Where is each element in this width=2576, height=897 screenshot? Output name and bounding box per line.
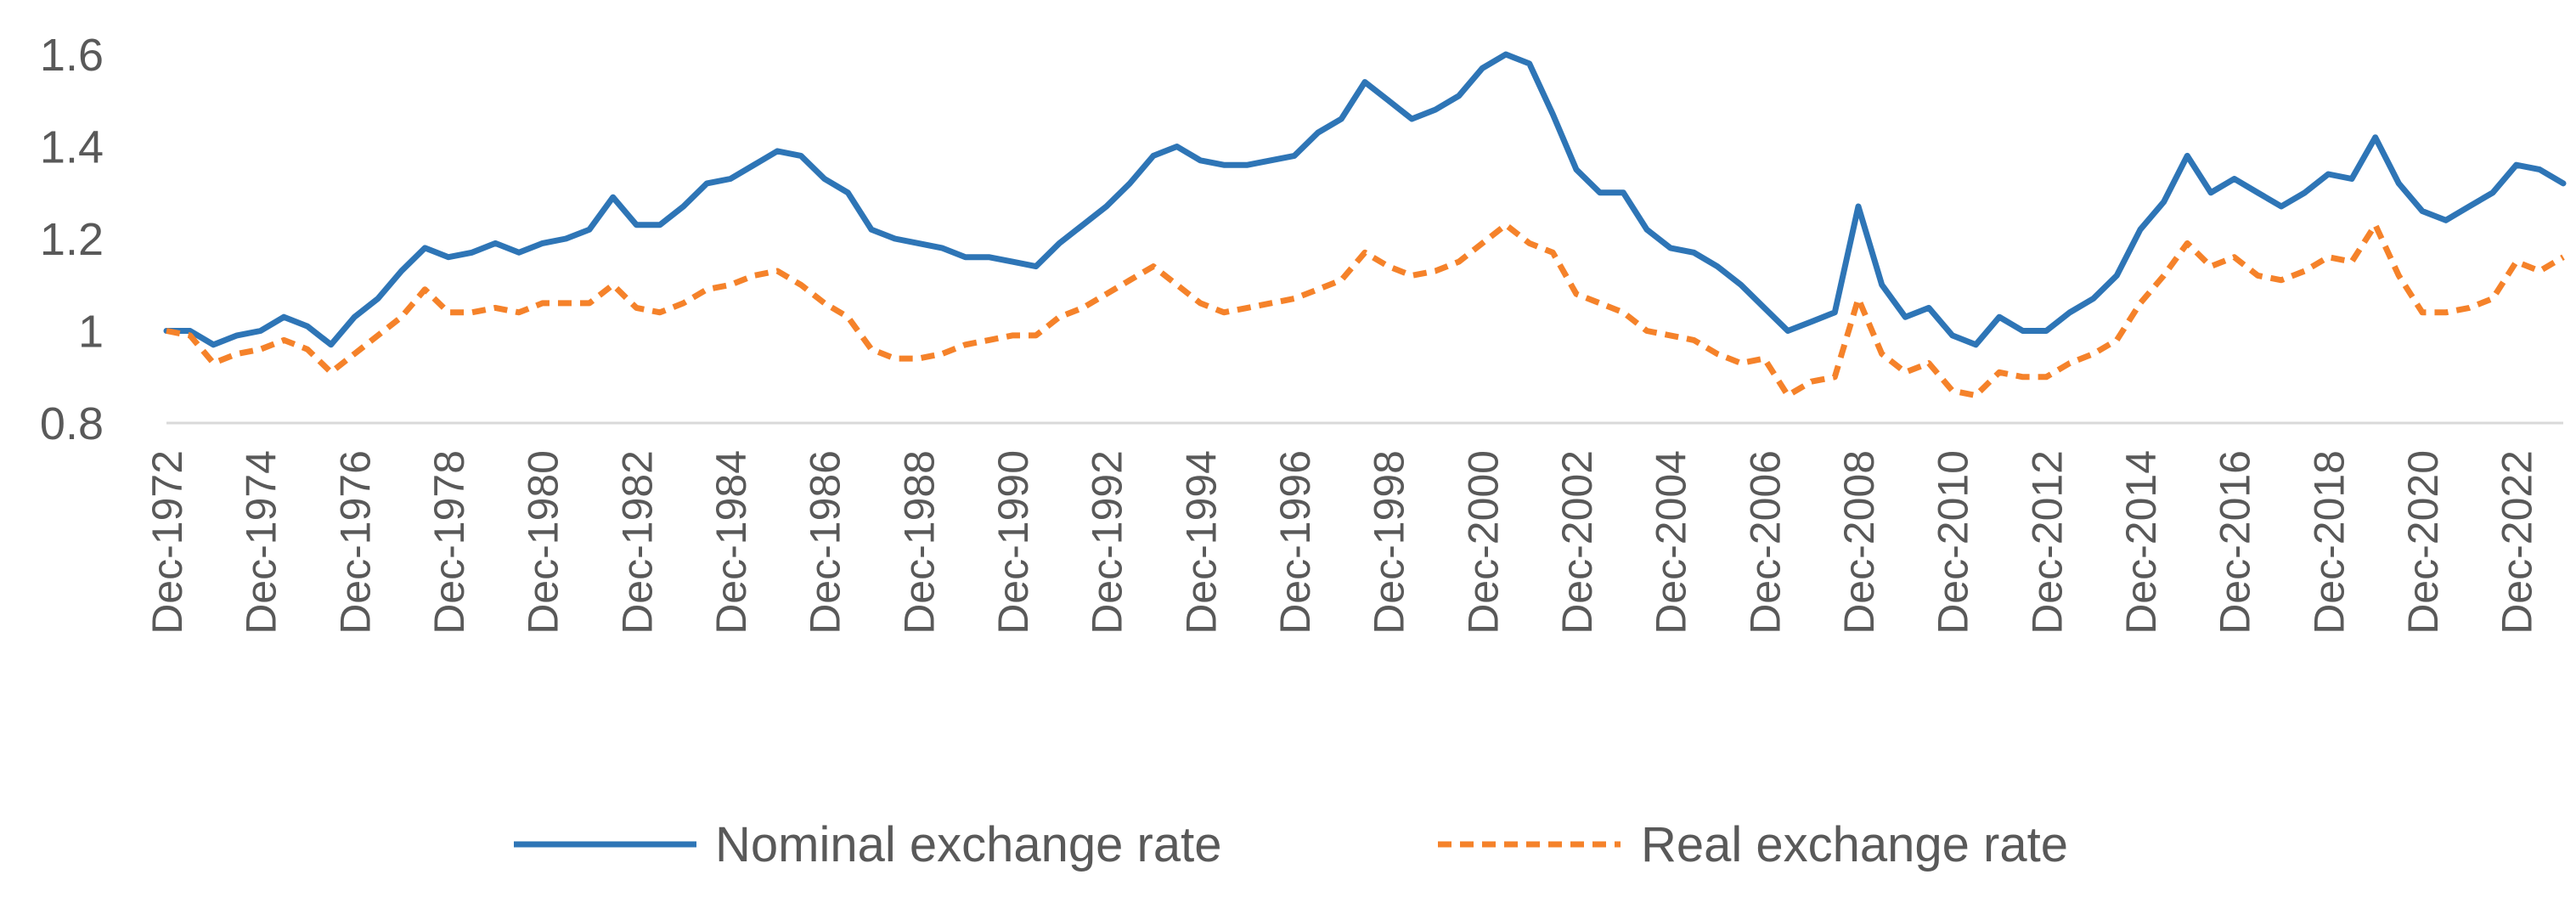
x-tick-label: Dec-1988 <box>895 450 943 635</box>
x-tick-label: Dec-1986 <box>802 450 849 635</box>
y-tick-label: 1.2 <box>40 214 104 265</box>
plot-area <box>163 51 2567 398</box>
x-tick-label: Dec-1974 <box>238 450 285 635</box>
x-tick-label: Dec-2018 <box>2305 450 2353 635</box>
x-tick-label: Dec-1992 <box>1084 450 1131 635</box>
y-tick-label: 0.8 <box>40 398 104 449</box>
x-tick-label: Dec-1982 <box>613 450 661 635</box>
x-tick-label: Dec-2002 <box>1553 450 1601 635</box>
x-tick-label: Dec-1996 <box>1271 450 1319 635</box>
x-tick-label: Dec-2016 <box>2212 450 2259 635</box>
series-line <box>163 51 2567 348</box>
x-tick-label: Dec-1990 <box>989 450 1037 635</box>
x-tick-label: Dec-1978 <box>426 450 473 635</box>
x-tick-label: Dec-2022 <box>2494 450 2541 635</box>
legend: Nominal exchange rate Real exchange rate <box>514 817 2068 872</box>
x-tick-label: Dec-2012 <box>2023 450 2071 635</box>
x-axis-ticks: Dec-1972 Dec-1974 Dec-1976 Dec-1978 Dec-1980… <box>144 450 2541 635</box>
x-tick-label: Dec-2008 <box>1835 450 1883 635</box>
x-tick-label: Dec-1972 <box>144 450 191 635</box>
legend-label: Nominal exchange rate <box>715 817 1221 872</box>
x-tick-label: Dec-2000 <box>1459 450 1507 635</box>
x-tick-label: Dec-1998 <box>1366 450 1413 635</box>
x-tick-label: Dec-2010 <box>1930 450 1977 635</box>
x-tick-label: Dec-1994 <box>1177 450 1225 635</box>
x-tick-label: Dec-1980 <box>520 450 567 635</box>
series-line <box>166 222 2565 398</box>
x-tick-label: Dec-1984 <box>707 450 755 635</box>
x-tick-label: Dec-2014 <box>2117 450 2165 635</box>
x-tick-label: Dec-2020 <box>2399 450 2447 635</box>
legend-label: Real exchange rate <box>1641 817 2068 872</box>
y-tick-label: 1.4 <box>40 122 104 173</box>
y-tick-label: 1 <box>78 307 104 358</box>
x-tick-label: Dec-2004 <box>1648 450 1695 635</box>
x-tick-label: Dec-1976 <box>331 450 379 635</box>
y-tick-label: 1.6 <box>40 30 104 81</box>
y-axis-ticks: 0.8 1 1.2 1.4 1.6 <box>40 30 104 449</box>
x-tick-label: Dec-2006 <box>1741 450 1789 635</box>
